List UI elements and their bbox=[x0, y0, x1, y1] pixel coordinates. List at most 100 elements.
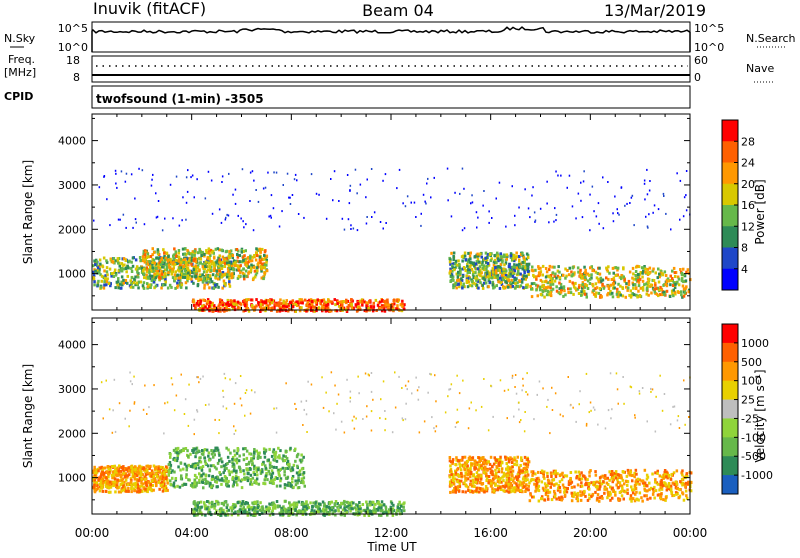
scatter-cell bbox=[462, 283, 465, 286]
scatter-cell bbox=[449, 464, 452, 467]
scatter-cell bbox=[489, 463, 492, 466]
scatter-cell bbox=[405, 205, 407, 207]
scatter-cell bbox=[479, 487, 482, 490]
scatter-cell bbox=[634, 484, 637, 487]
scatter-cell bbox=[245, 249, 248, 252]
scatter-cell bbox=[487, 481, 490, 484]
scatter-cell bbox=[644, 271, 647, 274]
scatter-cell bbox=[476, 471, 479, 474]
velocity-scatter bbox=[92, 371, 692, 517]
scatter-cell bbox=[558, 496, 561, 499]
scatter-cell bbox=[455, 463, 458, 466]
scatter-cell bbox=[178, 259, 181, 262]
scatter-cell bbox=[122, 465, 125, 468]
scatter-cell bbox=[193, 259, 196, 262]
scatter-cell bbox=[174, 287, 177, 290]
scatter-cell bbox=[616, 293, 619, 296]
scatter-cell bbox=[591, 269, 594, 272]
scatter-cell bbox=[196, 178, 198, 180]
scatter-cell bbox=[155, 267, 158, 270]
scatter-cell bbox=[490, 470, 493, 473]
scatter-cell bbox=[208, 305, 211, 308]
scatter-cell bbox=[545, 267, 548, 270]
scatter-cell bbox=[671, 277, 674, 280]
scatter-cell bbox=[497, 487, 500, 490]
scatter-cell bbox=[551, 280, 554, 283]
scatter-cell bbox=[152, 489, 155, 492]
scatter-cell bbox=[580, 481, 583, 484]
scatter-cell bbox=[160, 263, 163, 266]
scatter-cell bbox=[534, 472, 537, 475]
scatter-cell bbox=[525, 463, 528, 466]
scatter-cell bbox=[503, 489, 506, 492]
scatter-cell bbox=[132, 257, 135, 260]
scatter-cell bbox=[453, 252, 456, 255]
scatter-cell bbox=[662, 284, 665, 287]
scatter-cell bbox=[496, 465, 499, 468]
power-scatter bbox=[92, 168, 692, 313]
scatter-cell bbox=[597, 493, 600, 496]
scatter-cell bbox=[201, 452, 204, 455]
scatter-cell bbox=[488, 210, 490, 212]
scatter-cell bbox=[569, 280, 572, 283]
scatter-cell bbox=[169, 453, 172, 456]
scatter-cell bbox=[655, 287, 658, 290]
scatter-cell bbox=[528, 485, 531, 488]
scatter-cell bbox=[550, 294, 553, 297]
scatter-cell bbox=[177, 465, 180, 468]
scatter-cell bbox=[228, 250, 231, 253]
scatter-cell bbox=[457, 283, 460, 286]
scatter-cell bbox=[505, 482, 508, 485]
scatter-cell bbox=[657, 276, 660, 279]
scatter-cell bbox=[255, 298, 257, 301]
scatter-cell bbox=[496, 252, 499, 255]
scatter-cell bbox=[169, 456, 172, 459]
scatter-cell bbox=[250, 264, 253, 267]
scatter-cell bbox=[193, 481, 196, 484]
scatter-cell bbox=[522, 286, 525, 289]
scatter-cell bbox=[192, 451, 195, 454]
scatter-cell bbox=[92, 276, 95, 279]
scatter-cell bbox=[612, 295, 615, 298]
scatter-cell bbox=[125, 279, 128, 282]
scatter-cell bbox=[608, 272, 611, 275]
noise-right-tick-top: 10^5 bbox=[694, 22, 724, 35]
scatter-cell bbox=[613, 287, 616, 290]
cpid-program: twofsound (1-min) -3505 bbox=[96, 92, 264, 106]
scatter-cell bbox=[456, 480, 459, 483]
scatter-cell bbox=[116, 281, 119, 284]
scatter-cell bbox=[94, 490, 97, 493]
scatter-cell bbox=[571, 492, 574, 495]
scatter-cell bbox=[614, 196, 616, 198]
scatter-cell bbox=[113, 481, 116, 484]
scatter-cell bbox=[447, 168, 449, 170]
scatter-cell bbox=[280, 302, 283, 305]
scatter-cell bbox=[184, 252, 187, 255]
scatter-cell bbox=[294, 448, 297, 451]
scatter-cell bbox=[169, 483, 172, 486]
scatter-cell bbox=[151, 179, 153, 181]
scatter-cell bbox=[554, 280, 557, 283]
scatter-cell bbox=[467, 252, 470, 255]
scatter-cell bbox=[371, 216, 373, 218]
scatter-cell bbox=[142, 467, 145, 470]
scatter-cell bbox=[473, 466, 476, 469]
scatter-cell bbox=[626, 484, 629, 487]
scatter-cell bbox=[544, 482, 547, 485]
scatter-cell bbox=[111, 272, 114, 275]
scatter-cell bbox=[499, 477, 502, 480]
scatter-cell bbox=[260, 266, 263, 269]
scatter-cell bbox=[487, 285, 490, 288]
scatter-cell bbox=[644, 268, 647, 271]
scatter-cell bbox=[607, 477, 610, 480]
scatter-cell bbox=[93, 260, 96, 263]
scatter-cell bbox=[126, 282, 129, 285]
scatter-cell bbox=[100, 286, 103, 289]
scatter-cell bbox=[557, 175, 559, 177]
scatter-cell bbox=[214, 447, 217, 450]
scatter-cell bbox=[250, 298, 253, 301]
scatter-cell bbox=[228, 304, 231, 307]
scatter-cell bbox=[526, 265, 529, 268]
scatter-cell bbox=[217, 278, 220, 281]
scatter-cell bbox=[165, 280, 168, 283]
